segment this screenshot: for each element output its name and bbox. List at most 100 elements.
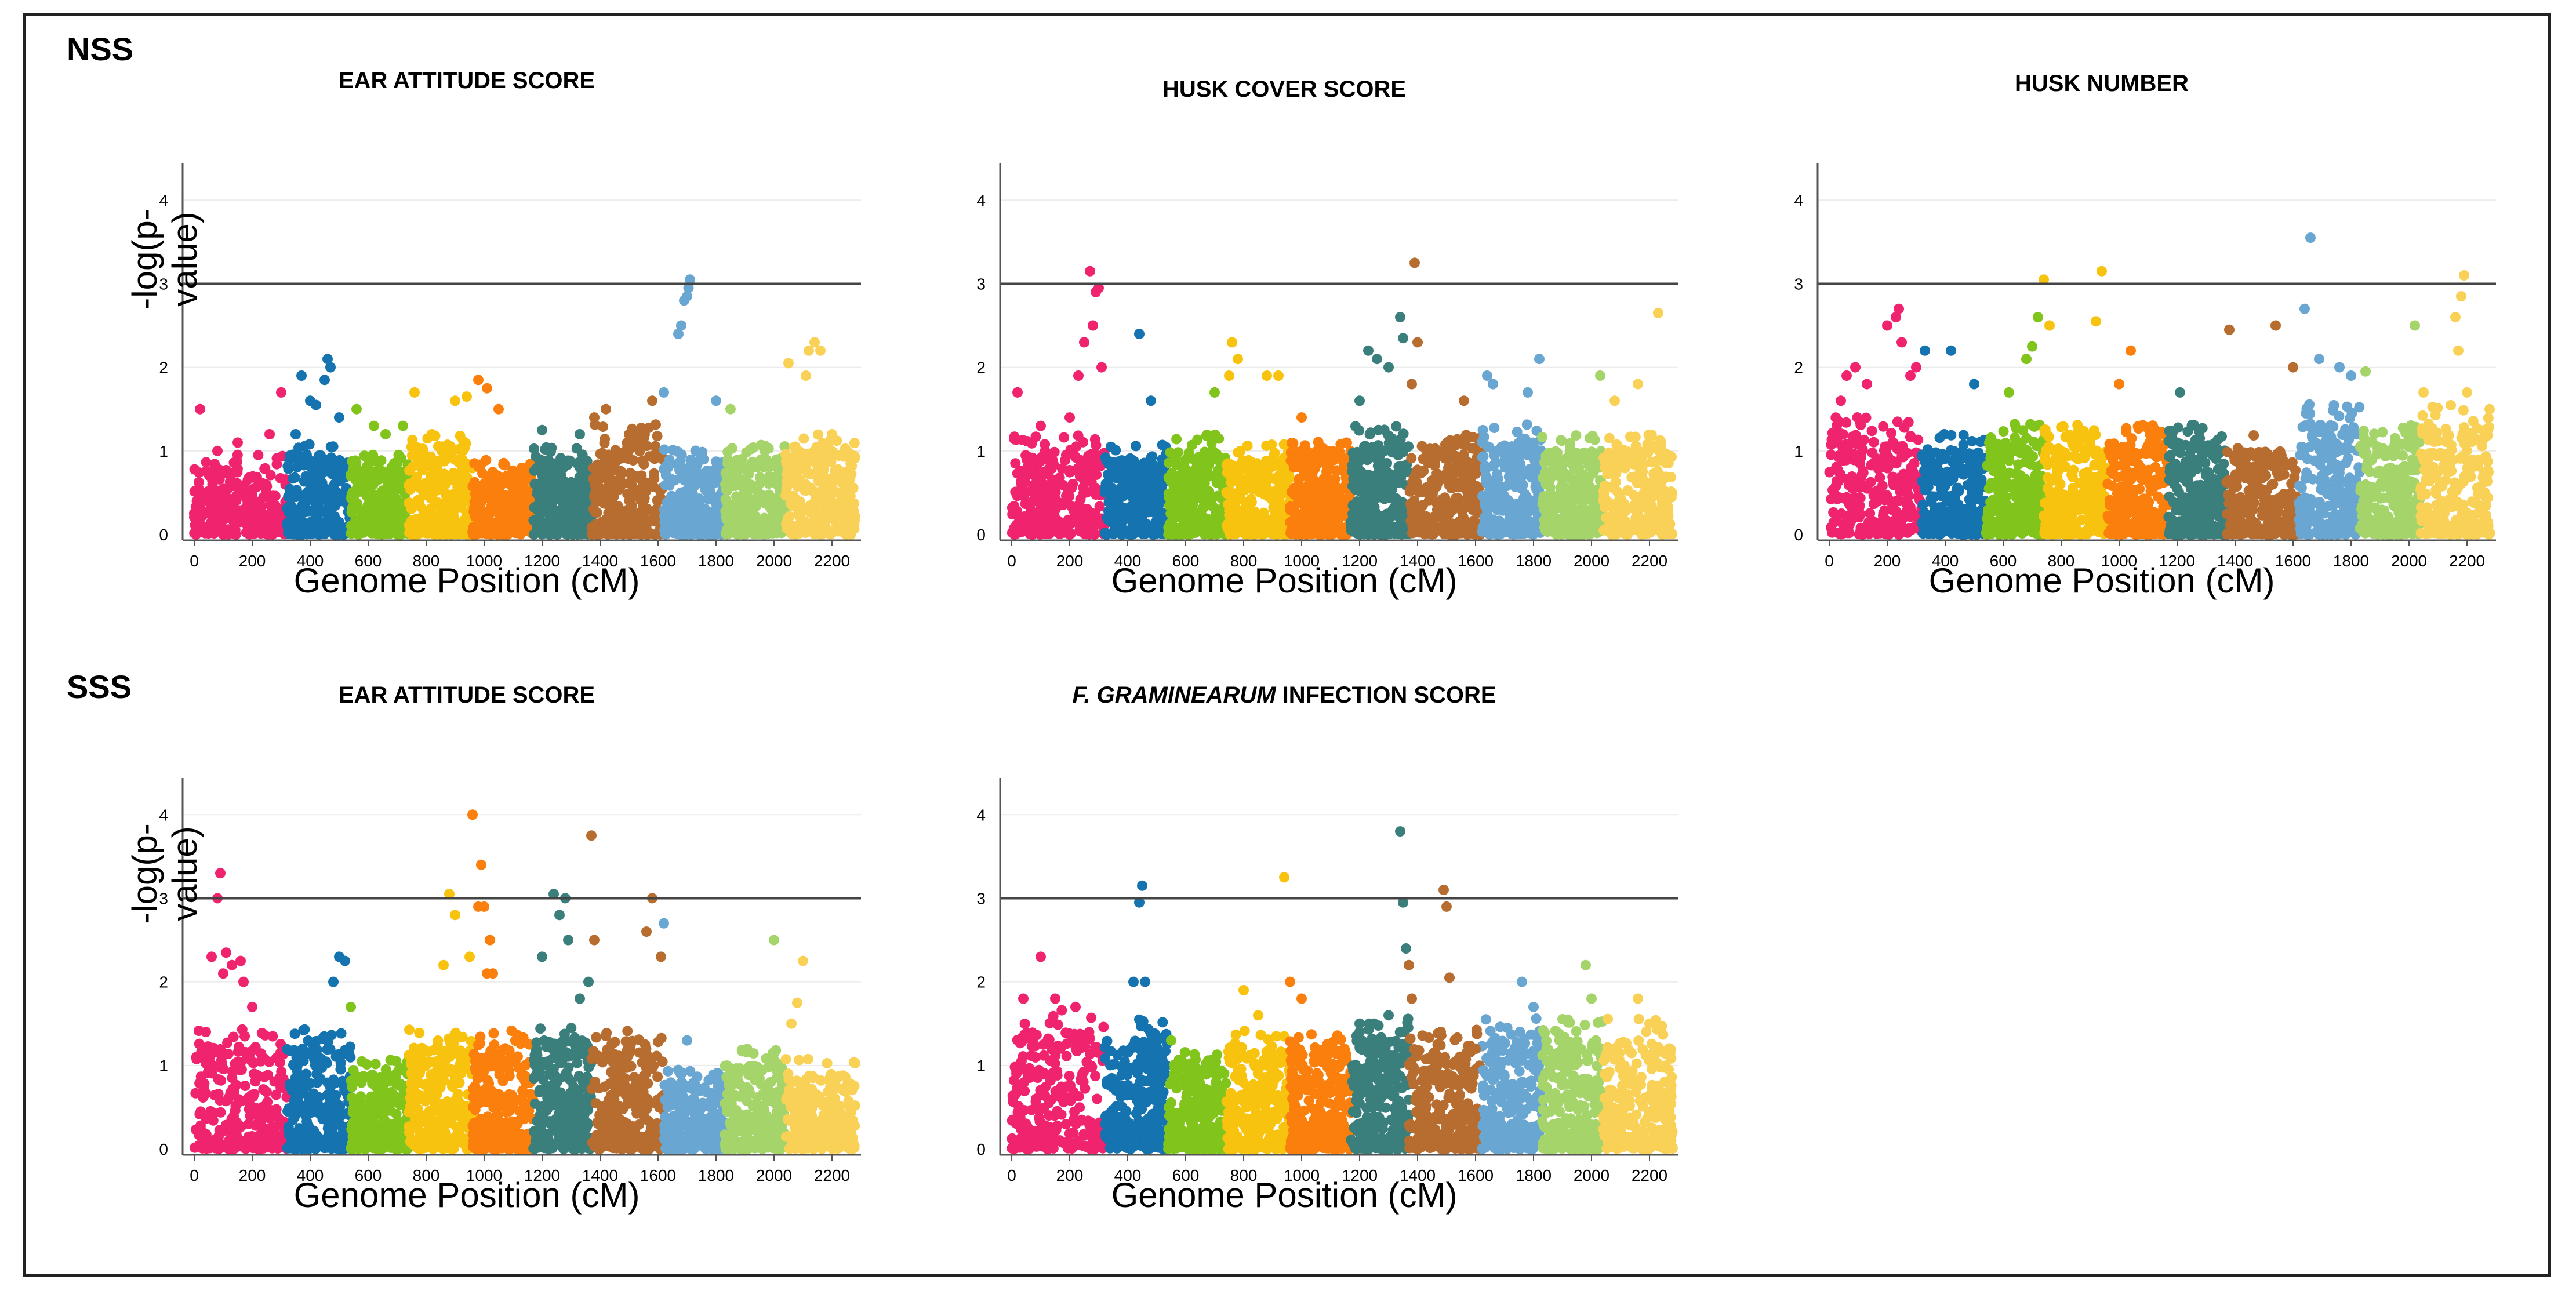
data-point: [533, 517, 544, 528]
data-point: [1036, 527, 1047, 538]
data-point: [790, 493, 801, 504]
data-point: [1414, 512, 1425, 523]
data-point: [218, 468, 229, 479]
data-point: [1060, 455, 1071, 466]
data-point: [297, 503, 308, 514]
data-point: [1329, 474, 1340, 485]
x-tick-label: 1600: [640, 552, 676, 570]
data-point: [1480, 519, 1491, 530]
data-point: [1364, 429, 1375, 440]
data-point: [604, 464, 615, 475]
data-point: [1567, 486, 1578, 497]
data-point: [1524, 500, 1535, 511]
data-point: [1051, 481, 1062, 492]
y-tick-label: 0: [159, 526, 168, 544]
data-point: [230, 516, 241, 527]
data-point: [376, 455, 387, 466]
data-point: [1204, 470, 1215, 481]
data-point: [835, 489, 846, 500]
data-point: [1116, 460, 1126, 471]
peak-point: [711, 395, 721, 406]
data-point: [289, 472, 300, 483]
data-point: [660, 526, 671, 537]
y-axis-label: -log(p-value): [125, 209, 204, 310]
data-point: [1281, 475, 1292, 486]
data-point: [675, 490, 686, 501]
data-point: [823, 437, 834, 448]
data-point: [1319, 487, 1330, 498]
data-point: [426, 493, 437, 504]
data-point: [1091, 469, 1102, 480]
data-point: [727, 464, 737, 475]
data-point: [733, 500, 744, 511]
data-point: [362, 520, 373, 531]
peak-point: [804, 345, 814, 356]
peak-point: [351, 403, 362, 415]
data-point: [255, 499, 266, 510]
data-point: [741, 447, 752, 458]
data-point: [834, 472, 845, 483]
data-point: [1385, 493, 1396, 503]
data-point: [1409, 527, 1420, 538]
peak-point: [601, 403, 611, 415]
x-tick-label: 400: [297, 552, 324, 570]
data-point: [604, 472, 615, 483]
data-points: [189, 274, 860, 540]
data-point: [1190, 490, 1201, 501]
data-point: [1240, 507, 1251, 518]
peak-point: [473, 375, 484, 386]
figure-frame: NSS SSS EAR ATTITUDE SCORE 0 1 2 3 4 0 200 400 6…: [23, 13, 2551, 1277]
data-point: [424, 459, 435, 470]
data-point: [722, 446, 733, 457]
data-point: [1078, 482, 1089, 493]
data-point: [1154, 464, 1165, 475]
data-point: [1288, 506, 1299, 517]
data-point: [1225, 462, 1235, 473]
data-point: [845, 458, 856, 468]
peak-point: [380, 429, 391, 439]
data-point: [230, 529, 241, 540]
data-point: [703, 494, 714, 505]
data-point: [1467, 443, 1478, 454]
data-point: [1384, 479, 1395, 490]
data-point: [191, 486, 202, 497]
data-point: [1261, 440, 1272, 451]
data-point: [1300, 459, 1311, 469]
data-point: [303, 486, 314, 497]
data-point: [260, 463, 271, 474]
data-point: [456, 464, 467, 475]
data-point: [1234, 464, 1245, 475]
data-point: [1396, 445, 1407, 456]
peak-point: [264, 429, 275, 439]
data-point: [1024, 522, 1036, 533]
data-point: [641, 529, 652, 540]
data-point: [206, 500, 216, 511]
data-point: [1406, 453, 1417, 464]
data-point: [1070, 451, 1081, 462]
data-point: [555, 521, 566, 532]
y-tick-label: 4: [159, 191, 168, 209]
data-point: [1414, 487, 1425, 498]
data-point: [539, 479, 550, 490]
data-point: [480, 518, 491, 529]
data-point: [811, 493, 822, 504]
data-point: [251, 471, 262, 482]
data-point: [1510, 470, 1521, 481]
data-point: [1561, 453, 1572, 464]
data-point: [376, 529, 387, 540]
data-point: [216, 522, 227, 533]
data-point: [1269, 448, 1280, 459]
data-point: [1387, 504, 1398, 515]
data-point: [1250, 464, 1261, 475]
data-point: [453, 454, 464, 465]
data-point: [479, 527, 490, 538]
data-point: [776, 505, 787, 515]
data-point: [666, 474, 677, 485]
data-point: [1353, 485, 1364, 496]
data-point: [482, 509, 493, 520]
data-point: [1040, 439, 1051, 450]
data-point: [783, 477, 793, 488]
data-point: [1031, 464, 1042, 475]
data-point: [1321, 508, 1332, 519]
data-point: [759, 512, 770, 523]
